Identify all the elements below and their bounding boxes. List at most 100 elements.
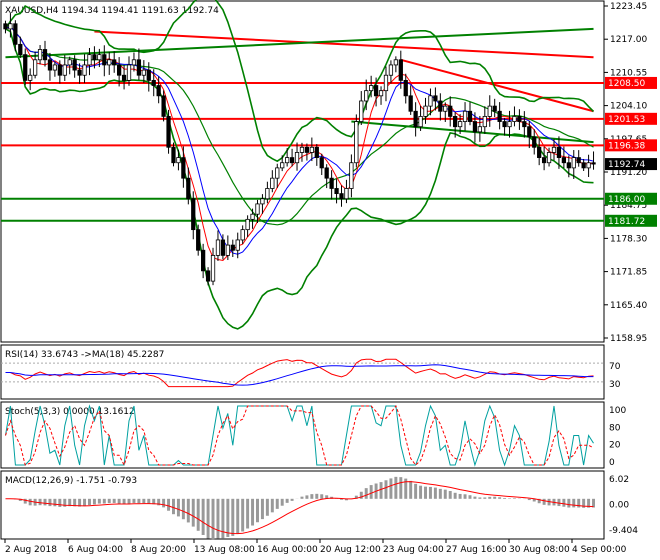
x-tick-label: 8 Aug 20:00 xyxy=(131,545,186,555)
candle-body xyxy=(428,95,433,107)
candle-body xyxy=(161,95,166,117)
candle-body xyxy=(581,162,586,169)
candle-body xyxy=(314,146,319,158)
macd-panel-header: MACD(12,26,9) -1.751 -0.793 xyxy=(5,476,137,486)
candle-body xyxy=(171,146,176,164)
candle-body xyxy=(467,110,473,122)
candle-body xyxy=(245,218,250,231)
candlesticks xyxy=(3,13,596,286)
candle-body xyxy=(37,49,43,61)
candle-body xyxy=(477,126,483,133)
candle-body xyxy=(497,110,502,122)
y-tick-label: 80 xyxy=(609,423,621,433)
y-tick-label: 1171.85 xyxy=(610,268,647,278)
level-tag xyxy=(605,158,657,171)
candle-body xyxy=(151,79,156,86)
rsi-y-axis: 70 30 xyxy=(609,362,621,390)
macd-panel: MACD(12,26,9) -1.751 -0.793 6.02 0.00 -9.4… xyxy=(0,470,638,540)
trendline-green-support xyxy=(351,120,594,144)
candle-body xyxy=(47,59,53,71)
x-tick-label: 4 Sep 00:00 xyxy=(572,545,627,555)
candle-body xyxy=(586,162,591,169)
candle-body xyxy=(423,105,428,117)
candle-body xyxy=(235,239,240,251)
candle-body xyxy=(240,229,245,241)
candle-body xyxy=(359,100,364,122)
level-label: 1181.72 xyxy=(608,217,645,227)
candle-body xyxy=(373,85,379,97)
candle-body xyxy=(546,152,552,164)
candle-body xyxy=(443,105,448,112)
candle-body xyxy=(448,105,453,117)
rsi-ma-line xyxy=(5,364,594,386)
y-tick-label: 0 xyxy=(609,458,615,468)
candle-body xyxy=(220,239,226,256)
candle-body xyxy=(289,157,295,164)
y-tick-label: 30 xyxy=(609,380,621,390)
candle-body xyxy=(275,167,280,179)
candle-body xyxy=(482,116,487,128)
stoch-panel-frame xyxy=(0,401,605,469)
level-tag xyxy=(605,192,657,205)
candle-body xyxy=(334,188,339,195)
candle-body xyxy=(453,116,458,128)
candle-body xyxy=(512,116,517,122)
stoch-signal-line xyxy=(5,404,594,467)
candle-body xyxy=(8,23,13,30)
bollinger-lower xyxy=(5,28,594,330)
candle-body xyxy=(556,146,562,158)
trendline-red-upper xyxy=(94,30,594,59)
candle-body xyxy=(591,162,596,165)
candle-body xyxy=(551,146,557,153)
candle-body xyxy=(403,79,408,97)
candle-body xyxy=(576,157,581,164)
stoch-panel: Stoch(5,3,3) 0.0000 13.1612 100 80 20 0 xyxy=(0,401,626,469)
candle-body xyxy=(205,270,211,282)
candle-body xyxy=(210,254,216,282)
rsi-line xyxy=(5,358,594,388)
candle-body xyxy=(23,54,28,81)
rsi-panel: RSI(14) 33.6743 ->MA(18) 45.2287 70 30 xyxy=(0,344,621,400)
candle-body xyxy=(57,64,62,76)
trendlines xyxy=(5,27,594,144)
x-axis: 2 Aug 2018 6 Aug 04:00 8 Aug 20:00 13 Aug 0… xyxy=(4,539,627,555)
y-tick-label: 1191.20 xyxy=(610,168,647,178)
candle-body xyxy=(77,69,82,76)
candle-body xyxy=(457,121,463,128)
candle-body xyxy=(527,126,532,138)
candle-body xyxy=(176,157,181,164)
main-y-axis: 1223.451217.001210.551204.101197.651191.… xyxy=(604,2,647,344)
level-label: 1192.74 xyxy=(608,160,645,170)
y-tick-label: 20 xyxy=(609,441,621,451)
candle-body xyxy=(541,157,547,164)
candle-body xyxy=(329,177,334,189)
candle-body xyxy=(62,64,67,76)
candle-body xyxy=(522,121,527,128)
x-tick-label: 13 Aug 08:00 xyxy=(194,545,255,555)
candle-body xyxy=(13,23,18,45)
macd-y-axis: 6.02 0.00 -9.404 xyxy=(609,475,638,536)
macd-lines xyxy=(5,476,596,540)
candle-body xyxy=(156,85,161,97)
candle-body xyxy=(97,54,102,61)
candle-body xyxy=(255,203,260,215)
candle-body xyxy=(492,105,497,112)
y-tick-label: 1184.75 xyxy=(610,201,647,211)
candle-body xyxy=(32,59,38,76)
candle-body xyxy=(250,213,255,220)
candle-body xyxy=(537,146,542,158)
x-tick-label: 30 Aug 08:00 xyxy=(509,545,570,555)
stoch-panel-header: Stoch(5,3,3) 0.0000 13.1612 xyxy=(5,407,135,417)
level-label: 1208.50 xyxy=(608,79,645,89)
candle-body xyxy=(131,59,137,66)
candle-body xyxy=(72,59,77,71)
candle-body xyxy=(3,23,8,30)
rsi-lines xyxy=(1,358,604,388)
candle-body xyxy=(112,59,117,66)
y-tick-label: 6.02 xyxy=(609,475,629,485)
candle-body xyxy=(517,116,522,122)
candle-body xyxy=(191,198,196,231)
candle-body xyxy=(339,193,344,200)
candle-body xyxy=(102,54,107,66)
level-tag xyxy=(605,139,657,152)
